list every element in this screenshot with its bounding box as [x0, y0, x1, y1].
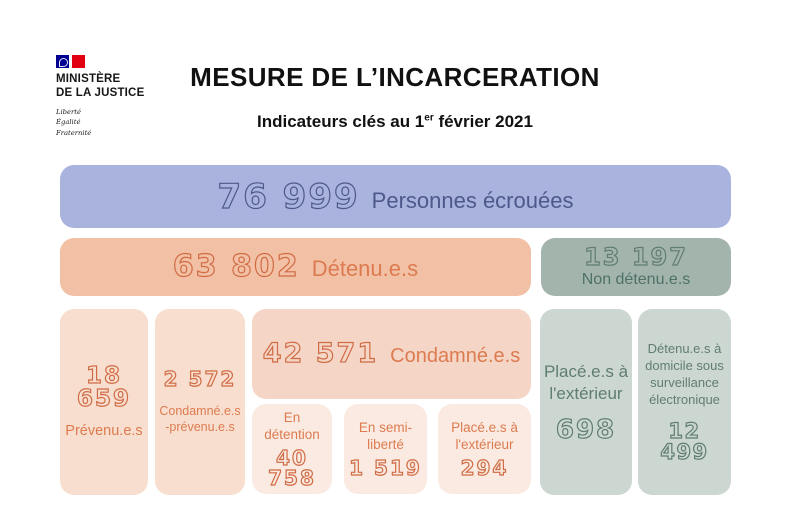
places-exterieur-detenus-label-line1: Placé.e.s à	[451, 419, 518, 435]
en-detention-label: En détention	[264, 410, 320, 444]
places-exterieur-detenus-label: Placé.e.s à l'extérieur	[451, 420, 518, 454]
places-exterieur-detenus-label-line2: l'extérieur	[455, 436, 514, 452]
surveillance-electronique-value: 12 499	[660, 418, 709, 464]
ministry-logo: MINISTÈRE DE LA JUSTICE Liberté Égalité …	[56, 55, 176, 138]
card-prevenus: 18 659 Prévenu.e.s	[60, 309, 148, 495]
card-en-detention: En détention 40 758	[252, 404, 332, 494]
personnes-ecrouees-line: 76 999 Personnes écrouées	[217, 176, 574, 217]
condamnes-prevenus-label-line1: Condamné.e.s	[159, 403, 241, 418]
en-detention-label-line2: détention	[264, 426, 320, 442]
detenus-value: 63 802	[172, 249, 300, 284]
places-exterieur-value: 698	[555, 415, 617, 446]
card-condamnes-prevenus: 2 572 Condamné.e.s -prévenu.e.s	[155, 309, 245, 495]
semi-liberte-label-line1: En semi-	[358, 419, 413, 435]
flag-blue-stripe	[56, 55, 69, 68]
surveillance-electronique-label: Détenu.e.s à domicile sous surveillance …	[645, 341, 724, 407]
page-subtitle: Indicateurs clés au 1er février 2021	[0, 112, 790, 132]
semi-liberte-value: 1 519	[349, 456, 422, 481]
condamnes-prevenus-label: Condamné.e.s -prévenu.e.s	[159, 403, 240, 436]
motto-liberte: Liberté	[56, 107, 82, 116]
non-detenus-label: Non détenu.e.s	[581, 271, 691, 288]
condamnes-label: Condamné.e.s	[390, 345, 521, 367]
condamnes-value: 42 571	[262, 338, 379, 369]
card-condamnes: 42 571 Condamné.e.s	[252, 309, 531, 399]
card-places-exterieur-detenus: Placé.e.s à l'extérieur 294	[438, 404, 531, 494]
places-exterieur-label: Placé.e.s à l'extérieur	[544, 361, 628, 405]
places-exterieur-label-line1: Placé.e.s à	[543, 361, 629, 381]
banner-personnes-ecrouees: 76 999 Personnes écrouées	[60, 165, 731, 228]
condamnes-prevenus-value: 2 572	[163, 366, 237, 391]
ministry-name-line1: MINISTÈRE	[56, 73, 121, 85]
detenus-line: 63 802 Détenu.e.s	[172, 249, 419, 284]
condamnes-prevenus-label-line2: -prévenu.e.s	[165, 420, 235, 434]
banner-non-detenus: 13 197 Non détenu.e.s	[541, 238, 731, 296]
personnes-ecrouees-label: Personnes écrouées	[371, 187, 574, 213]
places-exterieur-label-line2: l'extérieur	[549, 384, 623, 403]
card-places-exterieur: Placé.e.s à l'extérieur 698	[540, 309, 632, 495]
french-flag-icon	[56, 55, 86, 68]
ministry-motto: Liberté Égalité Fraternité	[56, 107, 176, 139]
ministry-name-line2: DE LA JUSTICE	[56, 86, 145, 99]
card-surveillance-electronique: Détenu.e.s à domicile sous surveillance …	[638, 309, 731, 495]
motto-fraternite: Fraternité	[56, 128, 92, 137]
banner-detenus: 63 802 Détenu.e.s	[60, 238, 531, 296]
condamnes-line: 42 571 Condamné.e.s	[262, 338, 521, 369]
semi-liberte-label: En semi- liberté	[359, 420, 412, 454]
non-detenus-value: 13 197	[583, 243, 688, 271]
subtitle-suffix: février 2021	[433, 112, 533, 131]
subtitle-prefix: Indicateurs clés au 1	[257, 112, 425, 131]
flag-white-stripe	[69, 55, 72, 68]
motto-egalite: Égalité	[56, 118, 81, 127]
detenus-label: Détenu.e.s	[311, 256, 419, 281]
flag-red-stripe	[72, 55, 85, 68]
personnes-ecrouees-value: 76 999	[217, 176, 360, 217]
page-title: MESURE DE L’INCARCERATION	[190, 62, 600, 92]
card-semi-liberte: En semi- liberté 1 519	[344, 404, 427, 494]
ministry-name: MINISTÈRE DE LA JUSTICE	[56, 73, 176, 101]
subtitle-superscript: er	[424, 112, 434, 124]
places-exterieur-detenus-value: 294	[460, 456, 509, 481]
semi-liberte-label-line2: liberté	[367, 436, 404, 452]
prevenus-label: Prévenu.e.s	[65, 423, 143, 439]
prevenus-value: 18 659	[76, 363, 131, 412]
en-detention-label-line1: En	[283, 409, 301, 425]
en-detention-value: 40 758	[268, 446, 316, 491]
